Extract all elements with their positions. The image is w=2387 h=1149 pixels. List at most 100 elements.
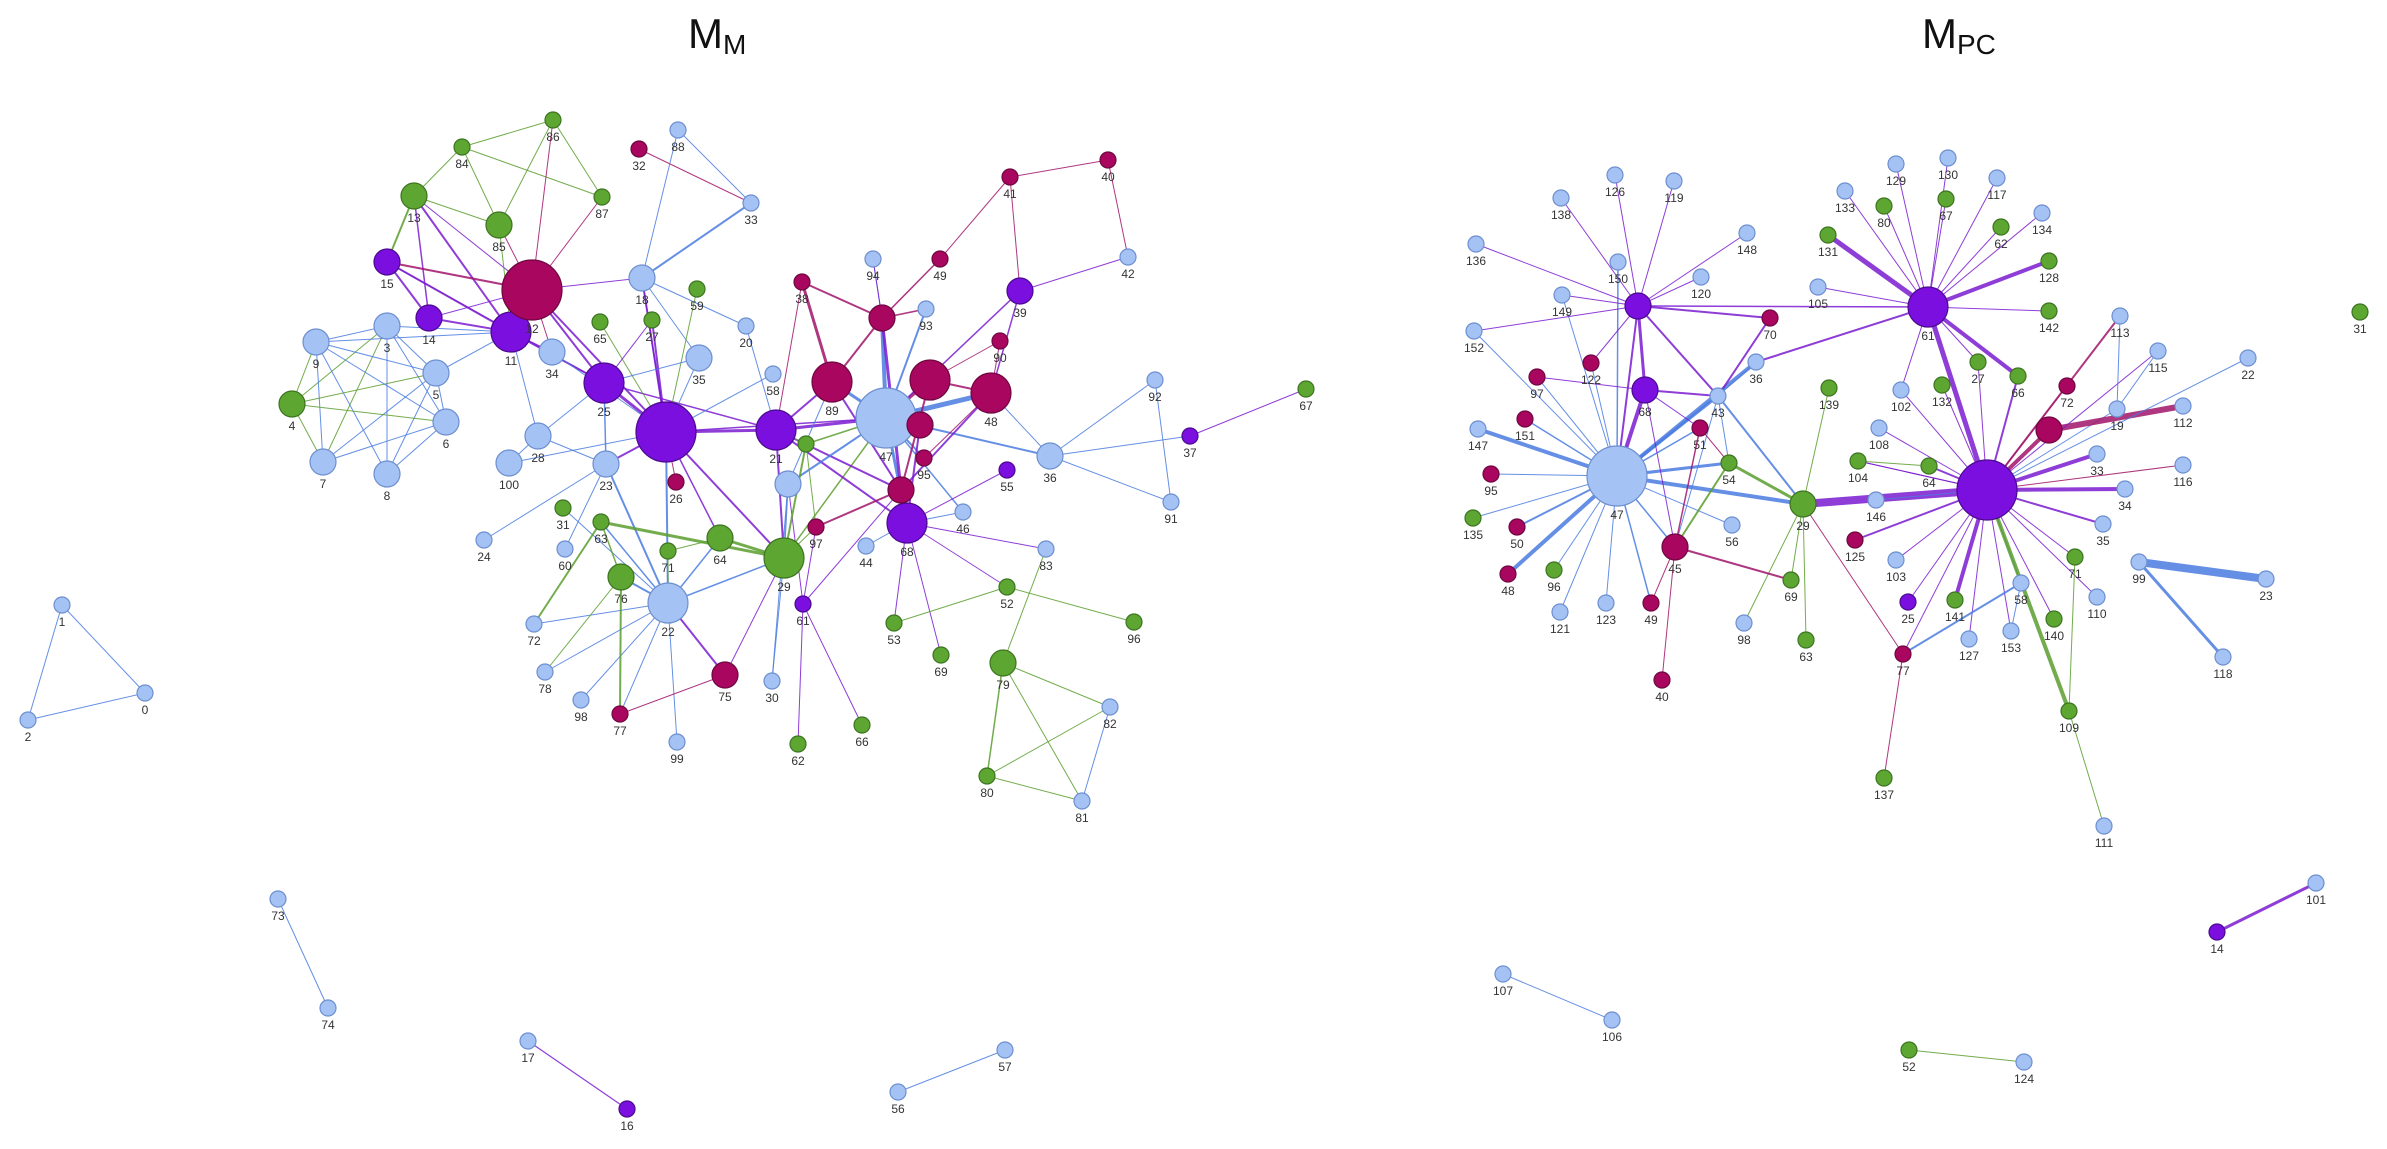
edge-mpc-58-77 xyxy=(1902,582,2022,655)
node-label-mm-96: 96 xyxy=(1127,632,1141,646)
node-mm-36 xyxy=(1036,442,1064,470)
node-mm-56 xyxy=(889,1083,907,1101)
node-mpc-97 xyxy=(1528,368,1546,386)
edge-mpc-29-139 xyxy=(1802,387,1830,505)
node-mpc-126 xyxy=(1606,166,1624,184)
node-mpc-117 xyxy=(1988,169,2006,187)
node-mpc-52 xyxy=(1900,1041,1918,1059)
node-mm-b55 xyxy=(774,470,802,498)
node-label-mpc-105: 105 xyxy=(1808,297,1828,311)
edge-mpc-29-54 xyxy=(1728,461,1804,506)
edge-mpc-61-129 xyxy=(1895,163,1929,308)
node-label-mpc-64: 64 xyxy=(1922,476,1936,490)
node-mm-30 xyxy=(763,672,781,690)
node-mpc-50 xyxy=(1508,518,1526,536)
node-mm-71 xyxy=(659,542,677,560)
edge-mm-39-42 xyxy=(1019,256,1129,292)
node-label-mpc-56: 56 xyxy=(1725,535,1739,549)
node-label-mm-0: 0 xyxy=(142,703,149,717)
node-label-mm-94: 94 xyxy=(866,269,880,283)
node-label-mpc-132: 132 xyxy=(1932,395,1952,409)
node-label-mpc-133: 133 xyxy=(1835,201,1855,215)
node-label-mpc-49: 49 xyxy=(1644,613,1658,627)
node-label-mpc-52: 52 xyxy=(1902,1060,1916,1074)
edge-mm-37-67 xyxy=(1189,388,1307,437)
node-mm-12 xyxy=(501,259,563,321)
node-mpc-118 xyxy=(2214,648,2232,666)
node-mm-86 xyxy=(544,111,562,129)
node-label-mm-78: 78 xyxy=(538,682,552,696)
node-mpc-139 xyxy=(1820,379,1838,397)
node-mm-57 xyxy=(996,1041,1014,1059)
edge-mm-22-72 xyxy=(533,602,669,625)
node-mpc-47 xyxy=(1586,445,1648,507)
node-mm-39 xyxy=(1006,277,1034,305)
node-label-mpc-62: 62 xyxy=(1994,237,2008,251)
node-mpc-61 xyxy=(1907,286,1949,328)
edge-mm-85-86 xyxy=(498,119,554,226)
node-label-mm-12: 12 xyxy=(525,322,539,336)
node-label-mm-25: 25 xyxy=(597,405,611,419)
node-mpc-70 xyxy=(1761,309,1779,327)
node-label-mpc-106: 106 xyxy=(1602,1030,1622,1044)
edge-mm-m52-61 xyxy=(802,489,902,605)
node-label-mpc-117: 117 xyxy=(1987,188,2006,202)
node-label-mpc-141: 141 xyxy=(1945,610,1965,624)
edge-mpc-107-106 xyxy=(1502,973,1613,1021)
node-label-mm-62: 62 xyxy=(791,754,805,768)
node-mpc-62 xyxy=(1992,218,2010,236)
node-label-mm-26: 26 xyxy=(669,492,683,506)
node-mm-93 xyxy=(917,300,935,318)
edge-mpc-54-45 xyxy=(1674,462,1730,548)
edge-mpc-99-23 xyxy=(2138,558,2267,583)
node-label-mpc-33: 33 xyxy=(2090,464,2104,478)
node-mpc-22 xyxy=(2239,349,2257,367)
edge-mpc-19-115 xyxy=(2116,350,2159,410)
node-mm-88 xyxy=(669,121,687,139)
node-mm-38 xyxy=(793,273,811,291)
node-mpc-hubB xyxy=(1956,459,2018,521)
edge-mm-68-69 xyxy=(906,522,942,656)
node-mpc-67 xyxy=(1937,190,1955,208)
node-label-mm-17: 17 xyxy=(521,1051,535,1065)
node-mm-42 xyxy=(1119,248,1137,266)
node-mpc-127 xyxy=(1960,630,1978,648)
node-mm-82 xyxy=(1101,698,1119,716)
node-mm-14 xyxy=(415,304,443,332)
node-label-mm-11: 11 xyxy=(505,354,518,368)
node-mm-26 xyxy=(667,473,685,491)
node-mm-66 xyxy=(853,716,871,734)
node-label-mm-41: 41 xyxy=(1003,187,1017,201)
node-mpc-56 xyxy=(1723,516,1741,534)
edge-mpc-n150-61 xyxy=(1637,305,1929,308)
node-label-mm-93: 93 xyxy=(919,319,933,333)
edge-mm-32-33 xyxy=(638,148,752,204)
node-mm-22 xyxy=(647,582,689,624)
edge-mm-12-hubA xyxy=(531,289,667,433)
edge-mm-3-11 xyxy=(386,325,512,333)
node-mm-24 xyxy=(475,531,493,549)
node-mpc-147 xyxy=(1469,420,1487,438)
node-mpc-34 xyxy=(2116,480,2134,498)
node-label-mpc-99: 99 xyxy=(2132,572,2146,586)
node-label-mpc-67: 67 xyxy=(1939,209,1953,223)
node-label-mpc-122: 122 xyxy=(1581,373,1601,387)
node-mm-48 xyxy=(970,372,1012,414)
node-mpc-133 xyxy=(1836,182,1854,200)
edge-mpc-hubB-22 xyxy=(1986,357,2249,491)
edge-mm-22-78 xyxy=(544,602,669,673)
edge-mpc-45-40 xyxy=(1661,546,1676,681)
node-mm-13 xyxy=(400,182,428,210)
node-mm-89 xyxy=(811,361,853,403)
node-label-mm-47: 47 xyxy=(879,450,893,464)
node-label-mm-57: 57 xyxy=(998,1060,1012,1074)
node-label-mm-13: 13 xyxy=(407,211,421,225)
node-label-mm-76: 76 xyxy=(614,592,628,606)
node-mm-33 xyxy=(742,194,760,212)
node-mpc-27 xyxy=(1969,353,1987,371)
node-label-mpc-95: 95 xyxy=(1484,484,1498,498)
edge-mpc-61-134 xyxy=(1927,212,2043,308)
node-mm-3 xyxy=(373,312,401,340)
node-label-mm-4: 4 xyxy=(289,419,296,433)
node-label-mpc-150: 150 xyxy=(1608,272,1628,286)
